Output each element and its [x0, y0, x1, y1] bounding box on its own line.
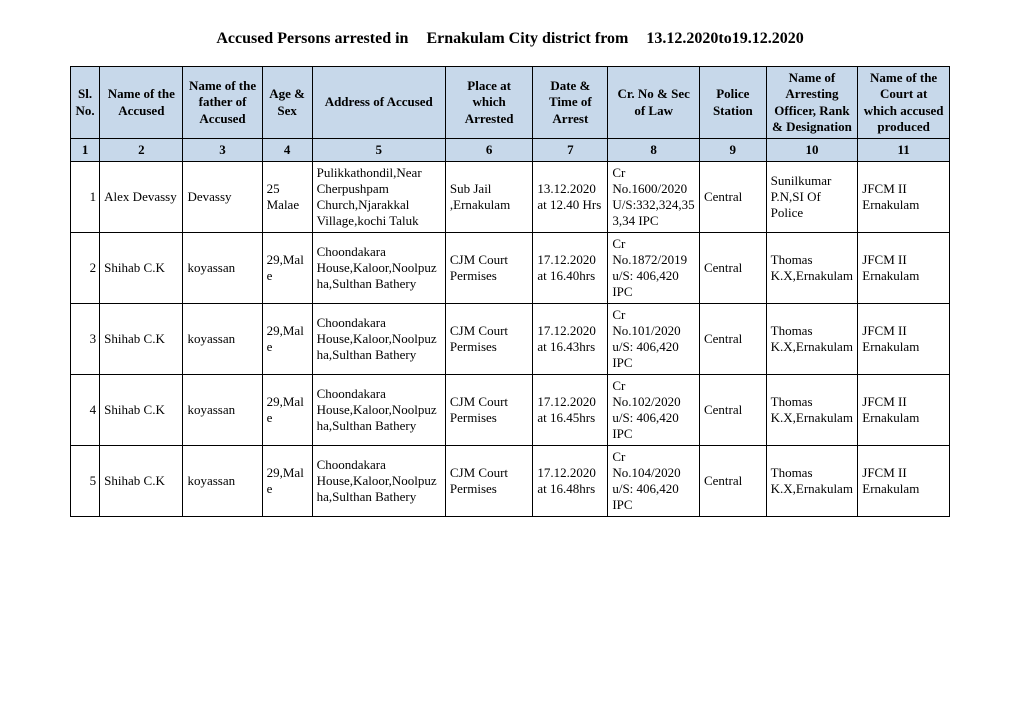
- cell-crno: Cr No.104/2020 u/S: 406,420 IPC: [608, 446, 700, 517]
- title-part2: Ernakulam City district from: [426, 30, 628, 47]
- cell-father: koyassan: [183, 375, 262, 446]
- cell-crno: Cr No.102/2020 u/S: 406,420 IPC: [608, 375, 700, 446]
- cell-place: CJM Court Permises: [445, 304, 532, 375]
- cell-name: Alex Devassy: [100, 162, 183, 233]
- cell-station: Central: [699, 446, 766, 517]
- cell-crno: Cr No.1872/2019 u/S: 406,420 IPC: [608, 233, 700, 304]
- table-row: 2 Shihab C.K koyassan 29,Male Choondakar…: [71, 233, 950, 304]
- cell-address: Choondakara House,Kaloor,Noolpuzha,Sulth…: [312, 446, 445, 517]
- cell-address: Choondakara House,Kaloor,Noolpuzha,Sulth…: [312, 233, 445, 304]
- cell-place: Sub Jail ,Ernakulam: [445, 162, 532, 233]
- cell-agesex: 29,Male: [262, 375, 312, 446]
- cell-court: JFCM II Ernakulam: [858, 304, 950, 375]
- header-row: Sl. No. Name of the Accused Name of the …: [71, 67, 950, 139]
- cell-name: Shihab C.K: [100, 233, 183, 304]
- colnum: 9: [699, 139, 766, 162]
- col-header-crno: Cr. No & Sec of Law: [608, 67, 700, 139]
- cell-station: Central: [699, 304, 766, 375]
- col-header-officer: Name of Arresting Officer, Rank & Design…: [766, 67, 858, 139]
- cell-station: Central: [699, 233, 766, 304]
- cell-agesex: 29,Male: [262, 233, 312, 304]
- cell-officer: Thomas K.X,Ernakulam: [766, 375, 858, 446]
- table-row: 5 Shihab C.K koyassan 29,Male Choondakar…: [71, 446, 950, 517]
- arrest-table: Sl. No. Name of the Accused Name of the …: [70, 66, 950, 517]
- title-part1: Accused Persons arrested in: [216, 30, 408, 47]
- col-header-name: Name of the Accused: [100, 67, 183, 139]
- cell-sl: 2: [71, 233, 100, 304]
- cell-sl: 4: [71, 375, 100, 446]
- cell-officer: Thomas K.X,Ernakulam: [766, 304, 858, 375]
- colnum: 10: [766, 139, 858, 162]
- table-row: 1 Alex Devassy Devassy 25 Malae Pulikkat…: [71, 162, 950, 233]
- cell-court: JFCM II Ernakulam: [858, 233, 950, 304]
- cell-father: Devassy: [183, 162, 262, 233]
- colnum: 11: [858, 139, 950, 162]
- colnum: 4: [262, 139, 312, 162]
- cell-sl: 3: [71, 304, 100, 375]
- cell-datetime: 13.12.2020 at 12.40 Hrs: [533, 162, 608, 233]
- column-number-row: 1 2 3 4 5 6 7 8 9 10 11: [71, 139, 950, 162]
- cell-sl: 1: [71, 162, 100, 233]
- cell-agesex: 29,Male: [262, 446, 312, 517]
- cell-address: Choondakara House,Kaloor,Noolpuzha,Sulth…: [312, 375, 445, 446]
- colnum: 1: [71, 139, 100, 162]
- cell-datetime: 17.12.2020 at 16.48hrs: [533, 446, 608, 517]
- page-title: Accused Persons arrested in Ernakulam Cit…: [70, 30, 950, 48]
- cell-place: CJM Court Permises: [445, 375, 532, 446]
- cell-officer: Thomas K.X,Ernakulam: [766, 446, 858, 517]
- colnum: 5: [312, 139, 445, 162]
- cell-officer: Thomas K.X,Ernakulam: [766, 233, 858, 304]
- cell-station: Central: [699, 375, 766, 446]
- cell-court: JFCM II Ernakulam: [858, 162, 950, 233]
- col-header-agesex: Age & Sex: [262, 67, 312, 139]
- col-header-datetime: Date & Time of Arrest: [533, 67, 608, 139]
- cell-name: Shihab C.K: [100, 446, 183, 517]
- cell-address: Choondakara House,Kaloor,Noolpuzha,Sulth…: [312, 304, 445, 375]
- cell-agesex: 25 Malae: [262, 162, 312, 233]
- title-part3: 13.12.2020to19.12.2020: [646, 30, 803, 47]
- colnum: 8: [608, 139, 700, 162]
- cell-agesex: 29,Male: [262, 304, 312, 375]
- cell-court: JFCM II Ernakulam: [858, 375, 950, 446]
- cell-officer: Sunilkumar P.N,SI Of Police: [766, 162, 858, 233]
- cell-name: Shihab C.K: [100, 375, 183, 446]
- cell-name: Shihab C.K: [100, 304, 183, 375]
- cell-crno: Cr No.1600/2020 U/S:332,324,353,34 IPC: [608, 162, 700, 233]
- cell-court: JFCM II Ernakulam: [858, 446, 950, 517]
- cell-sl: 5: [71, 446, 100, 517]
- cell-address: Pulikkathondil,Near Cherpushpam Church,N…: [312, 162, 445, 233]
- cell-datetime: 17.12.2020 at 16.45hrs: [533, 375, 608, 446]
- cell-datetime: 17.12.2020 at 16.40hrs: [533, 233, 608, 304]
- cell-father: koyassan: [183, 233, 262, 304]
- colnum: 2: [100, 139, 183, 162]
- col-header-address: Address of Accused: [312, 67, 445, 139]
- table-row: 3 Shihab C.K koyassan 29,Male Choondakar…: [71, 304, 950, 375]
- cell-place: CJM Court Permises: [445, 446, 532, 517]
- cell-place: CJM Court Permises: [445, 233, 532, 304]
- colnum: 3: [183, 139, 262, 162]
- cell-crno: Cr No.101/2020 u/S: 406,420 IPC: [608, 304, 700, 375]
- col-header-father: Name of the father of Accused: [183, 67, 262, 139]
- col-header-station: Police Station: [699, 67, 766, 139]
- colnum: 7: [533, 139, 608, 162]
- cell-father: koyassan: [183, 446, 262, 517]
- cell-datetime: 17.12.2020 at 16.43hrs: [533, 304, 608, 375]
- col-header-court: Name of the Court at which accused produ…: [858, 67, 950, 139]
- col-header-sl: Sl. No.: [71, 67, 100, 139]
- col-header-place: Place at which Arrested: [445, 67, 532, 139]
- cell-father: koyassan: [183, 304, 262, 375]
- colnum: 6: [445, 139, 532, 162]
- table-row: 4 Shihab C.K koyassan 29,Male Choondakar…: [71, 375, 950, 446]
- cell-station: Central: [699, 162, 766, 233]
